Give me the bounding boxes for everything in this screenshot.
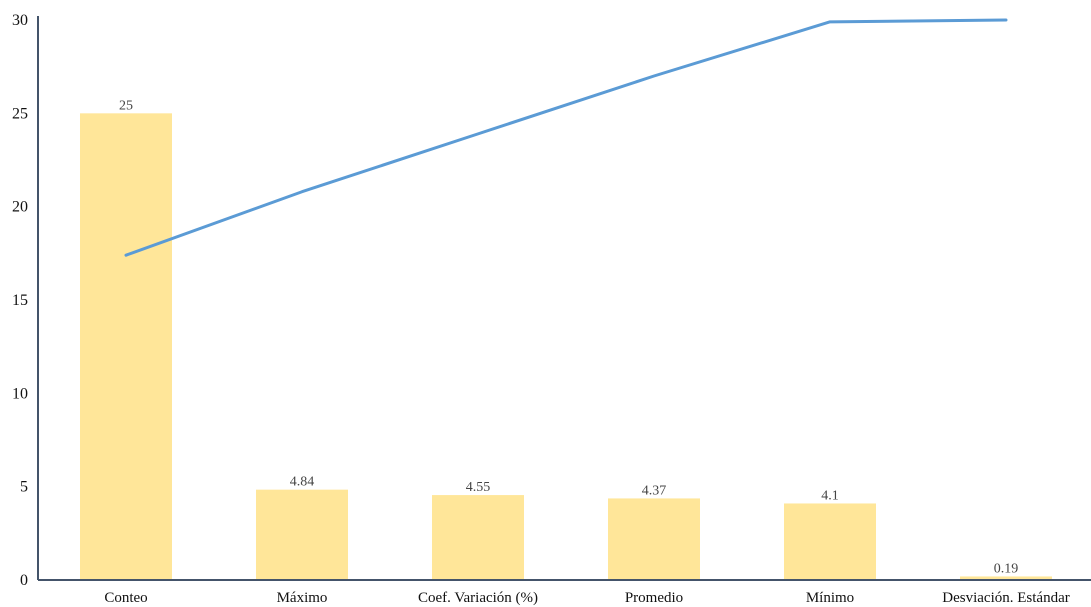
bar-data-label-2: 4.55	[466, 480, 491, 495]
y-tick-label-6: 30	[12, 12, 28, 29]
bar-data-label-3: 4.37	[642, 483, 667, 498]
bar-data-labels: 25 4.84 4.55 4.37 4.1 0.19	[119, 98, 1018, 576]
bar-5	[960, 576, 1052, 580]
bar-data-label-5: 0.19	[994, 561, 1019, 576]
x-axis-categories: Conteo Máximo Coef. Variación (%) Promedio M…	[104, 590, 1069, 606]
bar-4	[784, 503, 876, 580]
y-tick-label-4: 20	[12, 199, 28, 216]
x-category-label-2: Coef. Variación (%)	[418, 590, 538, 606]
bar-1	[256, 489, 348, 580]
x-category-label-3: Promedio	[625, 590, 683, 606]
y-tick-label-1: 5	[20, 479, 28, 496]
y-tick-label-5: 25	[12, 105, 28, 122]
cumulative-line	[124, 18, 1008, 257]
bar-3	[608, 498, 700, 580]
axes	[37, 16, 1091, 581]
x-category-label-0: Conteo	[104, 590, 147, 606]
y-tick-label-0: 0	[20, 572, 28, 589]
bar-data-label-4: 4.1	[821, 488, 839, 503]
x-category-label-1: Máximo	[277, 590, 328, 606]
x-category-label-5: Desviación. Estándar	[942, 590, 1069, 606]
bar-data-label-1: 4.84	[290, 475, 315, 490]
bar-data-label-0: 25	[119, 98, 133, 113]
y-tick-label-3: 15	[12, 292, 28, 309]
bar-2	[432, 495, 524, 580]
y-tick-label-2: 10	[12, 385, 28, 402]
bar-series	[80, 113, 1052, 580]
x-category-label-4: Mínimo	[806, 590, 854, 606]
line-series	[124, 18, 1008, 257]
y-axis-ticks: 0 5 10 15 20 25 30	[12, 12, 28, 589]
bar-0	[80, 113, 172, 580]
